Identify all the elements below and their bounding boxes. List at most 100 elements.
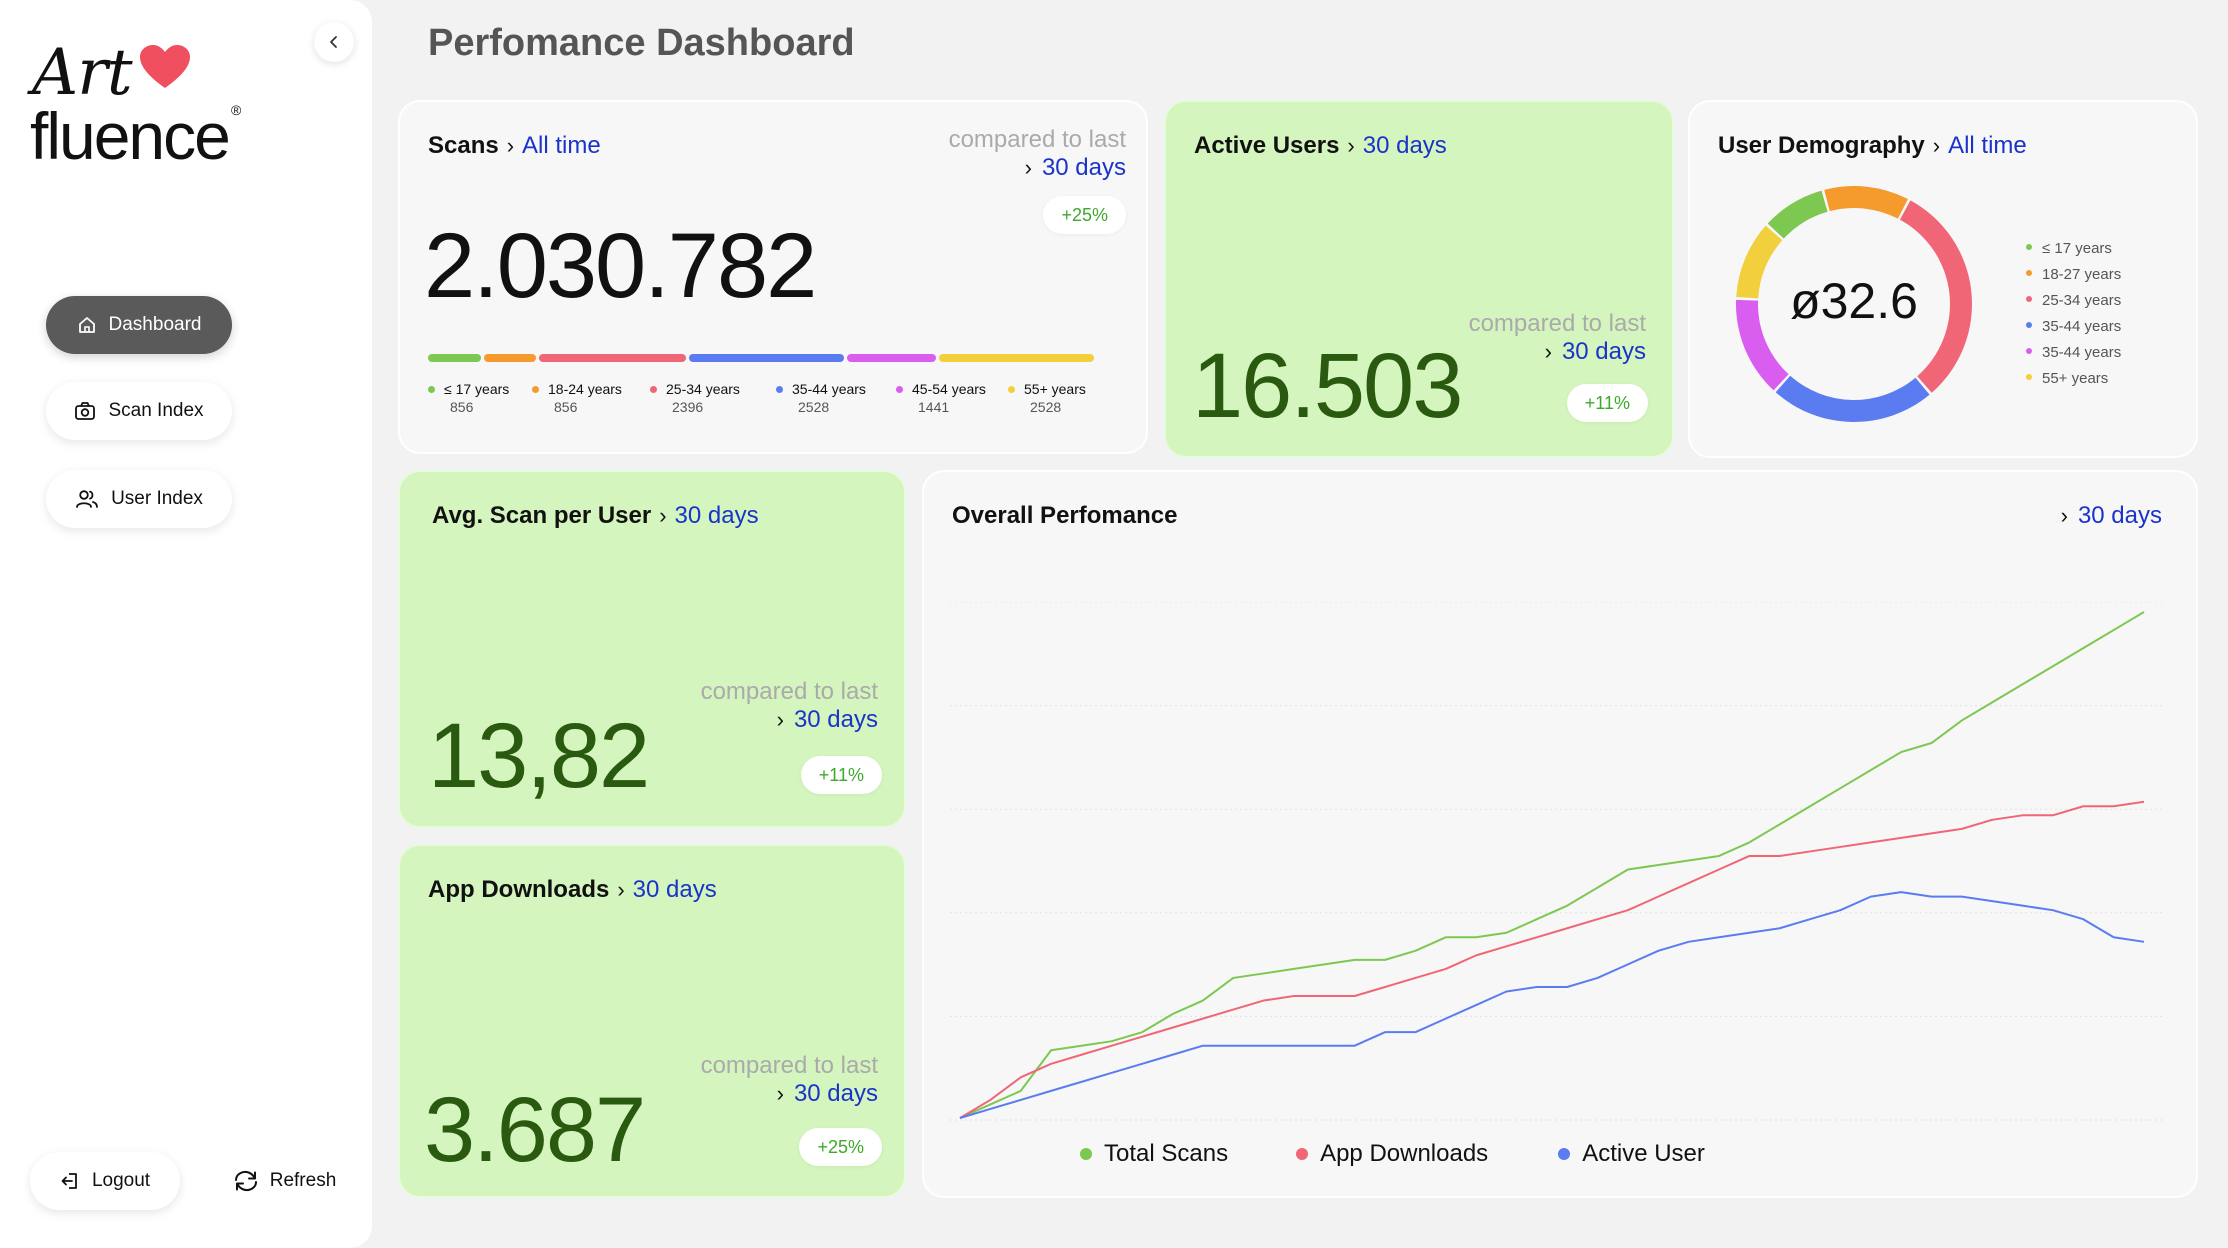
age-segment — [689, 354, 845, 362]
collapse-sidebar-button[interactable] — [314, 22, 354, 62]
chevron-right-icon: › — [1932, 133, 1941, 158]
demography-legend-item: 25-34 years — [2026, 288, 2121, 314]
active-users-card: Active Users › 30 days compared to last … — [1164, 100, 1674, 458]
artfluence-logo[interactable]: Art fluence ® — [30, 36, 270, 173]
scans-value: 2.030.782 — [424, 215, 817, 317]
legend-dot-icon — [2026, 244, 2032, 251]
age-legend-count: 2528 — [798, 399, 830, 415]
demography-legend-label: 35-44 years — [2042, 344, 2122, 361]
refresh-label: Refresh — [269, 1170, 337, 1191]
performance-legend-item: App Downloads — [1296, 1140, 1488, 1168]
app-downloads-card-title: App Downloads › 30 days — [428, 876, 717, 904]
nav-dashboard-button[interactable]: Dashboard — [46, 296, 232, 354]
age-legend-count: 856 — [554, 399, 578, 415]
active-users-title: Active Users — [1194, 132, 1340, 159]
active-users-compare-period-link[interactable]: › 30 days — [1544, 338, 1646, 365]
chevron-right-icon: › — [617, 877, 625, 902]
scans-compare-label: compared to last — [948, 126, 1126, 153]
demography-legend-item: 55+ years — [2026, 366, 2121, 392]
legend-dot-icon — [1008, 385, 1015, 393]
nav-scan-index-label: Scan Index — [108, 400, 204, 421]
legend-dot-icon — [1296, 1148, 1309, 1160]
demography-legend-item: 35-44 years — [2026, 340, 2121, 366]
logo-art-text: Art — [32, 36, 133, 110]
scans-age-bar — [428, 354, 1094, 362]
app-downloads-compare-label: compared to last — [700, 1052, 878, 1079]
overall-performance-period-link[interactable]: › 30 days — [2060, 502, 2162, 529]
age-legend-item: 55+ years 2528 — [1008, 380, 1098, 416]
overall-performance-legend: Total Scans App Downloads Active User — [1080, 1140, 1705, 1168]
sidebar: Art fluence ® Dashboard Scan Index User … — [0, 0, 372, 1248]
age-legend-count: 856 — [450, 399, 474, 415]
age-legend-label: 25-34 years — [666, 381, 740, 397]
avg-scan-card: Avg. Scan per User › 30 days compared to… — [398, 470, 906, 828]
demography-legend-label: 18-27 years — [2042, 266, 2122, 283]
performance-legend-item: Total Scans — [1080, 1140, 1228, 1168]
scans-age-legend: ≤ 17 years 856 18-24 years 856 25-34 years 23… — [428, 380, 1098, 416]
age-legend-item: 18-24 years 856 — [532, 380, 650, 416]
avg-scan-compare-label: compared to last — [700, 678, 878, 705]
camera-icon — [75, 402, 96, 420]
demography-legend-label: ≤ 17 years — [2042, 240, 2112, 257]
logout-icon — [61, 1173, 77, 1189]
demography-average: ø32.6 — [1790, 273, 1918, 329]
donut-slice — [1767, 190, 1828, 239]
chevron-right-icon: › — [506, 133, 515, 158]
legend-dot-icon — [2026, 374, 2032, 381]
logout-button[interactable]: Logout — [30, 1152, 180, 1210]
scans-change-badge: +25% — [1043, 196, 1126, 234]
donut-slice — [1736, 225, 1783, 299]
legend-dot-icon — [2026, 296, 2032, 303]
active-users-period-link[interactable]: 30 days — [1362, 132, 1447, 159]
nav-scan-index-button[interactable]: Scan Index — [46, 382, 232, 440]
legend-dot-icon — [650, 385, 657, 393]
avg-scan-card-title: Avg. Scan per User › 30 days — [432, 502, 759, 530]
page-title: Perfomance Dashboard — [428, 22, 855, 64]
app-downloads-compare: compared to last › 30 days — [701, 1052, 878, 1108]
age-legend-label: 45-54 years — [912, 381, 986, 397]
donut-slice — [1899, 200, 1972, 393]
age-legend-item: 25-34 years 2396 — [650, 380, 776, 416]
avg-scan-title: Avg. Scan per User — [432, 502, 652, 529]
chevron-right-icon: › — [1544, 339, 1552, 364]
legend-dot-icon — [1080, 1148, 1092, 1160]
legend-dot-icon — [2026, 348, 2032, 355]
overall-performance-card: Overall Perfomance › 30 days Total Scans A… — [922, 470, 2198, 1198]
active-users-compare: compared to last › 30 days — [1469, 310, 1646, 366]
chevron-right-icon: › — [776, 1081, 784, 1106]
logo-registered-mark: ® — [231, 102, 242, 118]
nav-user-index-button[interactable]: User Index — [46, 470, 232, 528]
app-downloads-title: App Downloads — [428, 876, 610, 903]
donut-slice — [1775, 375, 1930, 422]
app-downloads-card: App Downloads › 30 days compared to last… — [398, 844, 906, 1198]
user-demography-card: User Demography › All time ø32.6 ≤ 17 ye… — [1688, 100, 2198, 458]
user-demography-title: User Demography — [1718, 132, 1925, 159]
age-legend-label: 55+ years — [1024, 381, 1086, 397]
demography-legend: ≤ 17 years 18-27 years 25-34 years 35-44 ye… — [2026, 236, 2121, 392]
legend-dot-icon — [2026, 270, 2032, 277]
donut-slice — [1824, 186, 1908, 219]
avg-scan-period-link[interactable]: 30 days — [674, 502, 759, 529]
performance-legend-label: Active User — [1582, 1140, 1705, 1167]
performance-legend-item: Active User — [1558, 1140, 1705, 1168]
series-line — [959, 611, 2145, 1119]
demography-legend-label: 55+ years — [2042, 370, 2109, 387]
nav-user-index-label: User Index — [111, 488, 203, 509]
refresh-button[interactable]: Refresh — [224, 1152, 344, 1210]
active-users-change-badge: +11% — [1566, 384, 1648, 422]
overall-performance-line-chart — [950, 602, 2162, 1121]
user-demography-period-link[interactable]: All time — [1948, 132, 2027, 159]
app-downloads-period-link[interactable]: 30 days — [632, 876, 717, 903]
demography-legend-item: 35-44 years — [2026, 314, 2121, 340]
avg-scan-compare-period-link[interactable]: › 30 days — [776, 706, 878, 733]
legend-dot-icon — [428, 385, 435, 393]
scans-period-link[interactable]: All time — [522, 132, 601, 159]
app-downloads-compare-period-link[interactable]: › 30 days — [776, 1080, 878, 1107]
chevron-left-icon — [330, 36, 337, 48]
scans-compare-period-link[interactable]: › 30 days — [1024, 154, 1126, 181]
overall-performance-period: › 30 days — [2061, 502, 2162, 530]
performance-legend-label: Total Scans — [1104, 1140, 1229, 1167]
chevron-right-icon: › — [1024, 155, 1032, 180]
active-users-value: 16.503 — [1192, 335, 1463, 437]
scans-card: Scans › All time compared to last › 30 da… — [398, 100, 1148, 454]
